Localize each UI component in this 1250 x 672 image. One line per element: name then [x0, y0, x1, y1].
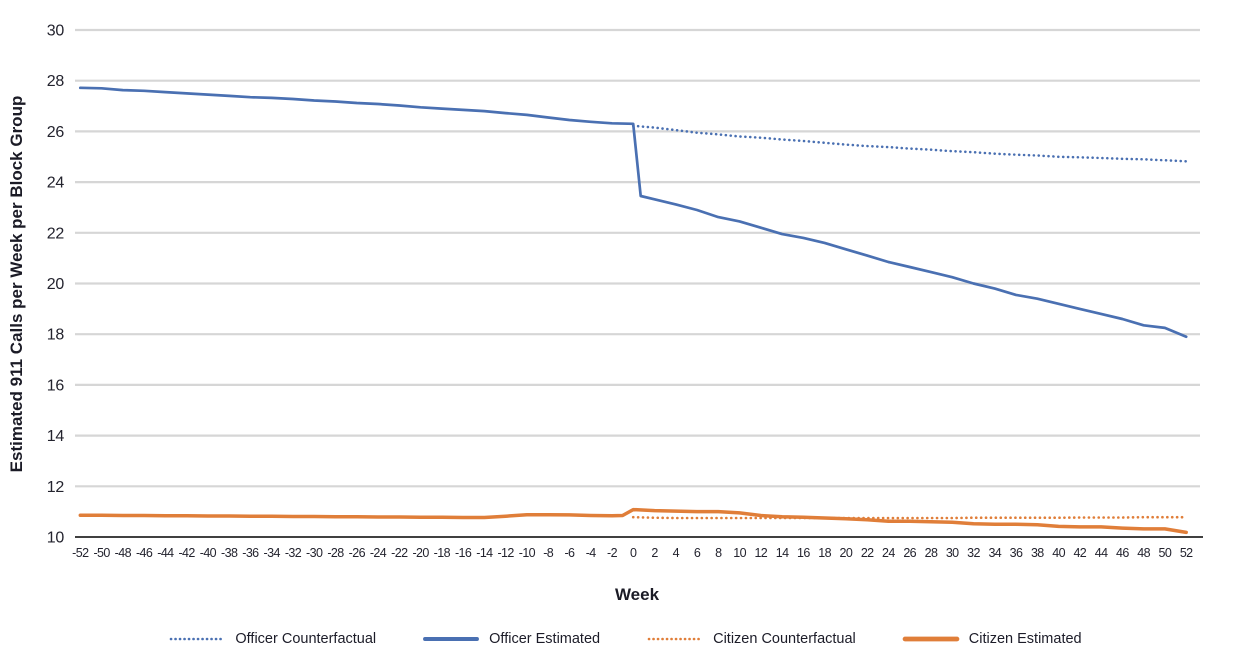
series-line-citizen-estimated	[78, 507, 1188, 535]
x-tick-label: 26	[903, 546, 916, 560]
x-tick-label: 48	[1137, 546, 1150, 560]
y-tick-label: 18	[47, 327, 65, 344]
y-tick-label: 22	[47, 225, 65, 242]
x-tick-label: 30	[946, 546, 959, 560]
y-tick-label: 28	[47, 73, 65, 90]
x-tick-label: 44	[1095, 546, 1108, 560]
x-tick-label: 16	[797, 546, 810, 560]
y-tick-label: 16	[47, 377, 65, 394]
x-tick-label: -16	[455, 546, 472, 560]
x-tick-label: -30	[306, 546, 323, 560]
legend-item-citizen-estimated: Citizen Estimated	[902, 631, 1082, 647]
x-tick-label: -14	[476, 546, 493, 560]
x-tick-label: -38	[221, 546, 238, 560]
x-tick-label: -44	[157, 546, 174, 560]
x-tick-label: -24	[370, 546, 387, 560]
x-tick-label: -46	[136, 546, 153, 560]
x-tick-label: -50	[93, 546, 110, 560]
x-tick-label: -12	[497, 546, 514, 560]
legend-swatch-dotted-line-icon	[170, 637, 225, 641]
x-tick-label: 6	[694, 546, 701, 560]
y-tick-label: 14	[47, 428, 65, 445]
x-tick-label: 36	[1010, 546, 1023, 560]
x-tick-label: 40	[1052, 546, 1065, 560]
y-axis-title: Estimated 911 Calls per Week per Block G…	[7, 96, 26, 473]
y-tick-label: 30	[47, 23, 65, 40]
legend-swatch-solid-line-icon	[902, 636, 960, 642]
x-tick-label: 42	[1073, 546, 1086, 560]
legend-label: Officer Counterfactual	[235, 631, 377, 647]
x-tick-label: 38	[1031, 546, 1044, 560]
x-tick-label: 24	[882, 546, 895, 560]
x-tick-label: 12	[754, 546, 767, 560]
x-tick-label: 0	[630, 546, 637, 560]
x-tick-label: -18	[434, 546, 451, 560]
gridlines-layer	[75, 28, 1203, 538]
x-tick-label: -26	[349, 546, 366, 560]
legend-label: Citizen Estimated	[968, 631, 1082, 647]
series-line-citizen-counterfactual	[631, 515, 1188, 520]
x-tick-label: 22	[861, 546, 874, 560]
x-tick-label: -22	[391, 546, 408, 560]
x-tick-label: 10	[733, 546, 746, 560]
x-tick-label: -6	[564, 546, 575, 560]
x-tick-label: -4	[586, 546, 597, 560]
x-tick-label: 32	[967, 546, 980, 560]
chart-legend: Officer Counterfactual Officer Estimated C…	[0, 614, 1250, 664]
legend-label: Officer Estimated	[489, 631, 601, 647]
x-tick-label: -36	[242, 546, 259, 560]
x-tick-label: 28	[925, 546, 938, 560]
x-tick-label: 18	[818, 546, 831, 560]
x-tick-label: -34	[264, 546, 281, 560]
legend-swatch-solid-line-icon	[423, 637, 480, 641]
legend-item-officer-counterfactual: Officer Counterfactual	[168, 631, 376, 647]
x-tick-label: -32	[285, 546, 302, 560]
x-tick-label: -52	[72, 546, 89, 560]
x-tick-label: 4	[673, 546, 680, 560]
y-tick-label: 10	[47, 530, 65, 547]
x-tick-label: 50	[1159, 546, 1172, 560]
legend-item-officer-estimated: Officer Estimated	[422, 631, 600, 647]
y-tick-label: 24	[47, 175, 65, 192]
series-line-officer-estimated	[78, 86, 1188, 339]
x-tick-label: 46	[1116, 546, 1129, 560]
x-tick-label: 20	[840, 546, 853, 560]
x-tick-label: -8	[543, 546, 554, 560]
y-tick-label: 26	[47, 124, 65, 141]
x-tick-label: -42	[178, 546, 195, 560]
x-tick-label: -2	[607, 546, 618, 560]
x-tick-label: -28	[327, 546, 344, 560]
x-tick-label: -48	[115, 546, 132, 560]
x-tick-label: -20	[412, 546, 429, 560]
x-tick-label: 14	[776, 546, 789, 560]
series-layer	[78, 86, 1188, 535]
y-tick-label: 20	[47, 276, 65, 293]
x-axis-title: Week	[615, 585, 660, 604]
legend-label: Citizen Counterfactual	[713, 631, 856, 647]
x-tick-label: 8	[715, 546, 722, 560]
legend-item-citizen-counterfactual: Citizen Counterfactual	[646, 631, 856, 647]
y-tick-label: 12	[47, 479, 65, 496]
x-tick-label: 52	[1180, 546, 1193, 560]
x-tick-label: -10	[519, 546, 536, 560]
x-tick-label: 2	[651, 546, 658, 560]
x-tick-label: -40	[200, 546, 217, 560]
legend-swatch-dotted-line-icon	[647, 637, 703, 641]
x-tick-label: 34	[988, 546, 1001, 560]
series-line-officer-counterfactual	[631, 124, 1188, 163]
